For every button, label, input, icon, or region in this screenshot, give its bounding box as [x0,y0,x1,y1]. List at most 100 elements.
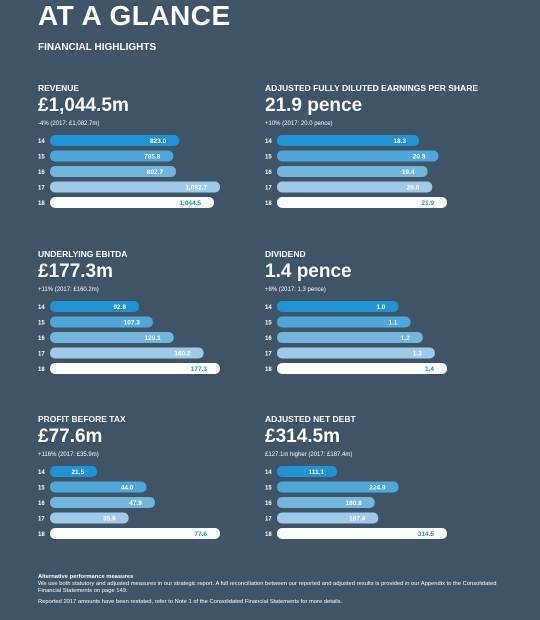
bar [277,301,399,312]
value-label: 1.4 [425,366,434,373]
comparison-note: +116% (2017: £35.9m) [38,452,99,458]
year-label: 17 [38,517,45,523]
bar [277,466,338,477]
value-label: 20.8 [413,154,426,161]
bar [277,332,423,343]
headline-value: £314.5m [265,426,341,447]
value-label: 177.3 [191,366,208,373]
year-label: 18 [265,367,272,373]
section-heading: FINANCIAL HIGHLIGHTS [38,42,157,53]
value-label: 44.0 [121,485,134,492]
footnote-heading: Alternative performance measures [38,574,134,580]
headline-value: 21.9 pence [265,95,363,116]
comparison-note: +10% (2017: 20.0 pence) [265,121,333,127]
bar [277,197,447,208]
year-label: 18 [38,367,45,373]
year-label: 15 [38,321,45,327]
bar [277,135,420,146]
value-label: 18.3 [393,138,406,145]
bar [50,363,220,374]
value-label: 1.0 [376,304,385,311]
value-label: 1.1 [389,320,398,327]
value-label: 1.2 [401,335,410,342]
bar [277,497,375,508]
value-label: 111.1 [308,469,324,476]
year-label: 16 [38,336,45,342]
value-label: 180.8 [345,500,362,507]
chart-title: PROFIT BEFORE TAX [38,414,126,424]
bar [50,301,139,312]
eps-bars: 14 18.3 15 20.8 16 19.4 17 20.0 18 21.9 [265,135,447,208]
footnote-body: We use both statutory and adjusted measu… [38,581,497,594]
bar [277,512,379,524]
comparison-note: -4% (2017: £1,082.7m) [38,121,100,127]
year-label: 16 [38,501,45,507]
dividend-bars: 14 1.0 15 1.1 16 1.2 17 1.3 18 1.4 [265,301,447,374]
bar [277,316,411,328]
value-label: 187.4 [349,516,366,523]
headline-value: 1.4 pence [265,261,352,282]
value-label: 35.9 [103,516,116,523]
chart-title: ADJUSTED FULLY DILUTED EARNINGS PER SHAR… [265,83,478,93]
bar [50,135,180,146]
chart-title: ADJUSTED NET DEBT [265,414,356,424]
bar [50,197,215,208]
headline-value: £77.6m [38,426,103,447]
bar [50,181,220,193]
year-label: 16 [265,170,272,176]
value-label: 107.3 [124,320,141,327]
restatement-note: Reported 2017 amounts have been restated… [38,599,343,605]
footnote: Alternative performance measures We use … [38,574,508,606]
year-label: 18 [38,532,45,538]
bar [50,528,220,539]
year-label: 17 [38,186,45,192]
bar [50,316,153,328]
value-label: 1,082.7 [185,185,207,192]
year-label: 16 [38,170,45,176]
year-label: 17 [265,352,272,358]
value-label: 802.7 [147,169,164,176]
chart-title: REVENUE [38,83,80,93]
year-label: 15 [265,155,272,161]
value-label: 314.5 [418,531,435,538]
year-label: 17 [265,186,272,192]
year-label: 15 [265,486,272,492]
value-label: 129.1 [145,335,162,342]
year-label: 14 [265,139,272,145]
year-label: 14 [38,470,45,476]
value-label: 823.0 [150,138,167,145]
bar [50,512,129,524]
bar [50,166,177,177]
comparison-note: +11% (2017: £160.2m) [38,287,99,293]
bar [50,481,147,493]
headline-value: £177.3m [38,261,114,282]
bar [277,181,433,193]
year-label: 15 [265,321,272,327]
year-label: 18 [38,201,45,207]
year-label: 18 [265,532,272,538]
bar [50,347,204,359]
bar [277,166,428,177]
comparison-note: +8% (2017: 1.3 pence) [265,287,326,293]
bar [277,347,435,359]
value-label: 1,044.5 [179,200,201,207]
year-label: 17 [265,517,272,523]
value-label: 20.0 [407,185,420,192]
page-title: AT A GLANCE [38,0,231,31]
pbt-bars: 14 21.5 15 44.0 16 47.9 17 35.9 18 77.6 [38,466,220,539]
net-debt-bars: 14 111.1 15 224.9 16 180.8 17 187.4 18 314.5 [265,466,447,539]
bar [50,497,155,508]
chart-title: DIVIDEND [265,249,306,259]
value-label: 224.9 [369,485,386,492]
ebitda-bars: 14 92.8 15 107.3 16 129.1 17 160.2 18 177.3 [38,301,220,374]
bar [277,363,447,374]
year-label: 15 [38,155,45,161]
bar [277,481,399,493]
value-label: 160.2 [174,351,191,358]
year-label: 17 [38,352,45,358]
year-label: 14 [265,305,272,311]
chart-title: UNDERLYING EBITDA [38,249,128,259]
value-label: 21.5 [71,469,84,476]
bar [50,332,174,343]
value-label: 785.8 [144,154,161,161]
